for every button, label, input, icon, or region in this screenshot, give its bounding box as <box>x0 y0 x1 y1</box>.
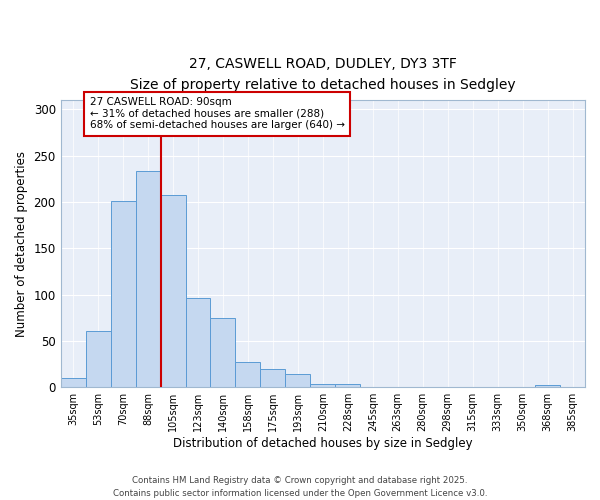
Bar <box>86 330 110 387</box>
Bar <box>61 378 86 387</box>
Bar <box>235 362 260 387</box>
Text: Contains HM Land Registry data © Crown copyright and database right 2025.
Contai: Contains HM Land Registry data © Crown c… <box>113 476 487 498</box>
Bar <box>260 368 286 387</box>
Bar <box>136 172 161 387</box>
Y-axis label: Number of detached properties: Number of detached properties <box>15 150 28 336</box>
Text: 27 CASWELL ROAD: 90sqm
← 31% of detached houses are smaller (288)
68% of semi-de: 27 CASWELL ROAD: 90sqm ← 31% of detached… <box>89 97 344 130</box>
Bar <box>535 386 560 387</box>
X-axis label: Distribution of detached houses by size in Sedgley: Distribution of detached houses by size … <box>173 437 473 450</box>
Bar <box>211 318 235 387</box>
Bar <box>161 194 185 387</box>
Title: 27, CASWELL ROAD, DUDLEY, DY3 3TF
Size of property relative to detached houses i: 27, CASWELL ROAD, DUDLEY, DY3 3TF Size o… <box>130 58 515 92</box>
Bar <box>286 374 310 387</box>
Bar <box>335 384 360 387</box>
Bar <box>310 384 335 387</box>
Bar <box>185 298 211 387</box>
Bar <box>110 201 136 387</box>
